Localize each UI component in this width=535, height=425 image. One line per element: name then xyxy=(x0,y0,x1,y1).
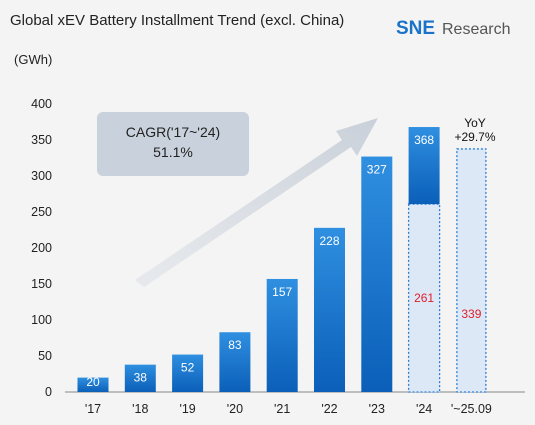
x-tick-label: '18 xyxy=(132,402,148,416)
bar-value-label: 52 xyxy=(181,361,195,375)
y-tick-label: 100 xyxy=(31,313,52,327)
bar-value-label: 38 xyxy=(134,371,148,385)
x-tick-label: '19 xyxy=(179,402,195,416)
y-tick-label: 50 xyxy=(38,349,52,363)
bar-portion xyxy=(407,203,441,393)
x-tick-label: '24 xyxy=(416,402,432,416)
x-tick-label: '~25.09 xyxy=(451,402,492,416)
bar xyxy=(361,156,393,392)
x-tick-label: '17 xyxy=(85,402,101,416)
bar xyxy=(77,377,109,392)
x-tick-label: '21 xyxy=(274,402,290,416)
y-axis-ticks: 0 50 100 150 200 250 300 350 400 xyxy=(31,97,52,399)
y-tick-label: 250 xyxy=(31,205,52,219)
chart-title: Global xEV Battery Installment Trend (ex… xyxy=(10,12,344,29)
bar-value-label: 327 xyxy=(367,163,387,177)
cagr-box xyxy=(97,112,249,176)
y-axis-unit: (GWh) xyxy=(14,52,52,67)
bar-portion-label: 261 xyxy=(414,291,434,305)
yoy-value: +29.7% xyxy=(454,130,495,144)
bar-value-label: 20 xyxy=(86,375,100,389)
cagr-label: CAGR('17~'24) xyxy=(126,124,220,140)
bar xyxy=(124,364,156,392)
y-tick-label: 150 xyxy=(31,277,52,291)
y-tick-label: 300 xyxy=(31,169,52,183)
bar-value-label: 83 xyxy=(228,338,242,352)
x-tick-label: '23 xyxy=(369,402,385,416)
cagr-callout: CAGR('17~'24) 51.1% xyxy=(97,112,249,176)
bar-value-label: 339 xyxy=(461,307,481,321)
bar-value-label: 368 xyxy=(414,133,434,147)
logo-brand: SNE xyxy=(396,18,435,39)
bar xyxy=(172,354,204,392)
y-tick-label: 0 xyxy=(45,385,52,399)
x-tick-label: '22 xyxy=(321,402,337,416)
bar xyxy=(314,227,345,392)
bar xyxy=(266,278,298,392)
yoy-label: YoY xyxy=(464,116,486,130)
y-tick-label: 350 xyxy=(31,133,52,147)
bar-value-label: 228 xyxy=(319,234,339,248)
bar xyxy=(219,332,251,392)
bar-value-label: 157 xyxy=(272,285,292,299)
sne-research-logo: SNE Research xyxy=(396,18,510,39)
logo-suffix: Research xyxy=(442,21,510,38)
x-tick-label: '20 xyxy=(227,402,243,416)
y-tick-label: 400 xyxy=(31,97,52,111)
bar xyxy=(408,127,440,205)
bars-group: 20 38 52 83 157 228 327 368 261 339 xyxy=(77,127,487,393)
growth-arrow-icon xyxy=(135,118,378,287)
y-tick-label: 200 xyxy=(31,241,52,255)
bar-forecast xyxy=(456,148,487,393)
cagr-value: 51.1% xyxy=(153,144,193,160)
x-axis-labels: '17 '18 '19 '20 '21 '22 '23 '24 '~25.09 xyxy=(85,402,492,416)
